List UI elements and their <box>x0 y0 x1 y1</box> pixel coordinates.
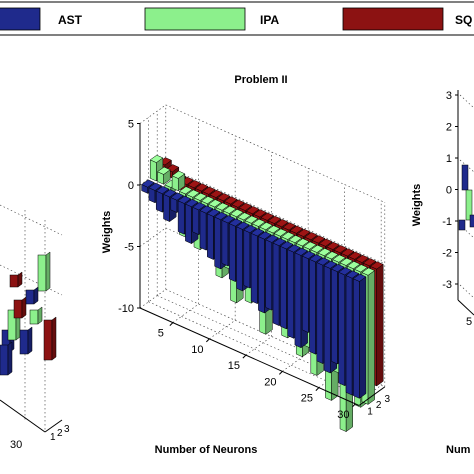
center-depth-ticks: 123 <box>367 394 390 417</box>
depth-axis <box>358 386 386 406</box>
x-tick-label: 10 <box>191 344 203 356</box>
center-x-ticks: 5 10 15 20 25 30 <box>158 322 356 421</box>
grid-line <box>139 227 166 247</box>
left-bar <box>0 341 13 376</box>
legend-swatch-ipa <box>144 7 246 31</box>
left-depth-tick: 1 <box>50 432 56 443</box>
grid-line <box>139 104 166 124</box>
left-bar <box>19 326 33 355</box>
right-z-tick-label: -2 <box>442 248 452 260</box>
left-chart: 30 1 2 3 <box>0 204 70 451</box>
legend-swatch-sq <box>342 7 444 31</box>
bar-ipa-2 <box>157 166 171 185</box>
right-z-tick-label: 3 <box>446 90 452 102</box>
left-depth-tick: 3 <box>64 424 70 435</box>
right-z-tick-label: 1 <box>446 153 452 165</box>
left-grid-line <box>0 264 63 296</box>
z-tick-label: 0 <box>128 180 134 192</box>
left-grid-line <box>0 204 63 236</box>
x-axis <box>139 307 360 406</box>
legend-swatch-ast <box>0 7 41 31</box>
legend: AST IPA SQ <box>0 1 474 36</box>
bar-ast-30 <box>352 273 367 399</box>
right-z-ticks: 3 2 1 0 -1 -2 -3 <box>442 90 458 291</box>
right-z-tick-label: -3 <box>442 279 452 291</box>
bar-ipa-4 <box>171 170 186 192</box>
grid-line <box>139 289 166 309</box>
grid-line <box>318 368 345 388</box>
x-tick-label: 5 <box>158 328 164 340</box>
right-z-tick-label: 0 <box>446 185 452 197</box>
x-tick-mark <box>242 354 247 359</box>
center-axes <box>139 123 386 406</box>
right-chart: 3 2 1 0 -1 -2 -3 Weights 5 Num <box>411 90 474 456</box>
legend-label-sq: SQ <box>455 13 472 27</box>
x-tick-label: 25 <box>301 393 313 405</box>
z-tick-label: 5 <box>128 119 134 131</box>
x-tick-label: 30 <box>337 409 349 421</box>
right-bar <box>461 164 469 191</box>
left-x-axis <box>0 399 46 433</box>
grid-line <box>139 166 166 186</box>
grid-line <box>172 303 199 323</box>
x-axis-label: Number of Neurons <box>155 444 258 456</box>
right-grid-line <box>459 94 474 109</box>
left-bar <box>13 296 27 319</box>
right-y-axis-label: Weights <box>411 184 423 227</box>
right-bar <box>465 189 473 221</box>
left-bar <box>37 251 51 292</box>
center-z-ticks: 5 0 -5 -10 <box>118 119 140 315</box>
z-tick-label: -10 <box>118 303 134 315</box>
right-x-tick: 5 <box>466 316 472 328</box>
legend-label-ipa: IPA <box>260 13 279 27</box>
x-tick-mark <box>278 371 283 375</box>
center-bars <box>141 154 384 433</box>
grid-line <box>245 336 272 356</box>
left-bar <box>9 271 23 288</box>
right-grid-line <box>459 284 474 299</box>
right-bar <box>469 214 474 228</box>
left-bar <box>43 316 57 361</box>
right-x-axis-label: Num <box>446 444 471 456</box>
right-x-axis <box>457 299 474 316</box>
left-bar <box>29 306 43 325</box>
depth-tick-label: 3 <box>385 394 391 405</box>
right-bar <box>458 219 466 231</box>
legend-label-ast: AST <box>58 13 83 27</box>
left-x-tick: 30 <box>10 439 22 451</box>
center-chart: Problem II 5 0 -5 -10 5 10 15 20 25 30 123 Weigh… <box>101 74 391 456</box>
z-tick-label: -5 <box>124 242 134 254</box>
x-tick-mark <box>351 403 356 408</box>
left-bar <box>25 286 39 305</box>
left-depth-tick: 2 <box>57 428 63 439</box>
x-tick-mark <box>169 322 174 326</box>
y-axis-label: Weights <box>101 211 113 254</box>
x-tick-label: 20 <box>264 376 276 388</box>
left-bars <box>0 251 57 376</box>
right-bars <box>458 164 474 231</box>
x-tick-mark <box>205 338 210 343</box>
right-z-tick-label: 2 <box>446 122 452 134</box>
left-depth-axis <box>44 419 63 433</box>
x-tick-mark <box>315 387 320 391</box>
grid-line <box>209 320 236 340</box>
depth-tick-label: 1 <box>367 406 373 417</box>
grid-line <box>282 352 309 372</box>
depth-tick-label: 2 <box>376 400 382 411</box>
chart-title: Problem II <box>234 74 287 86</box>
x-tick-label: 15 <box>228 360 240 372</box>
right-z-tick-label: -1 <box>442 216 452 228</box>
